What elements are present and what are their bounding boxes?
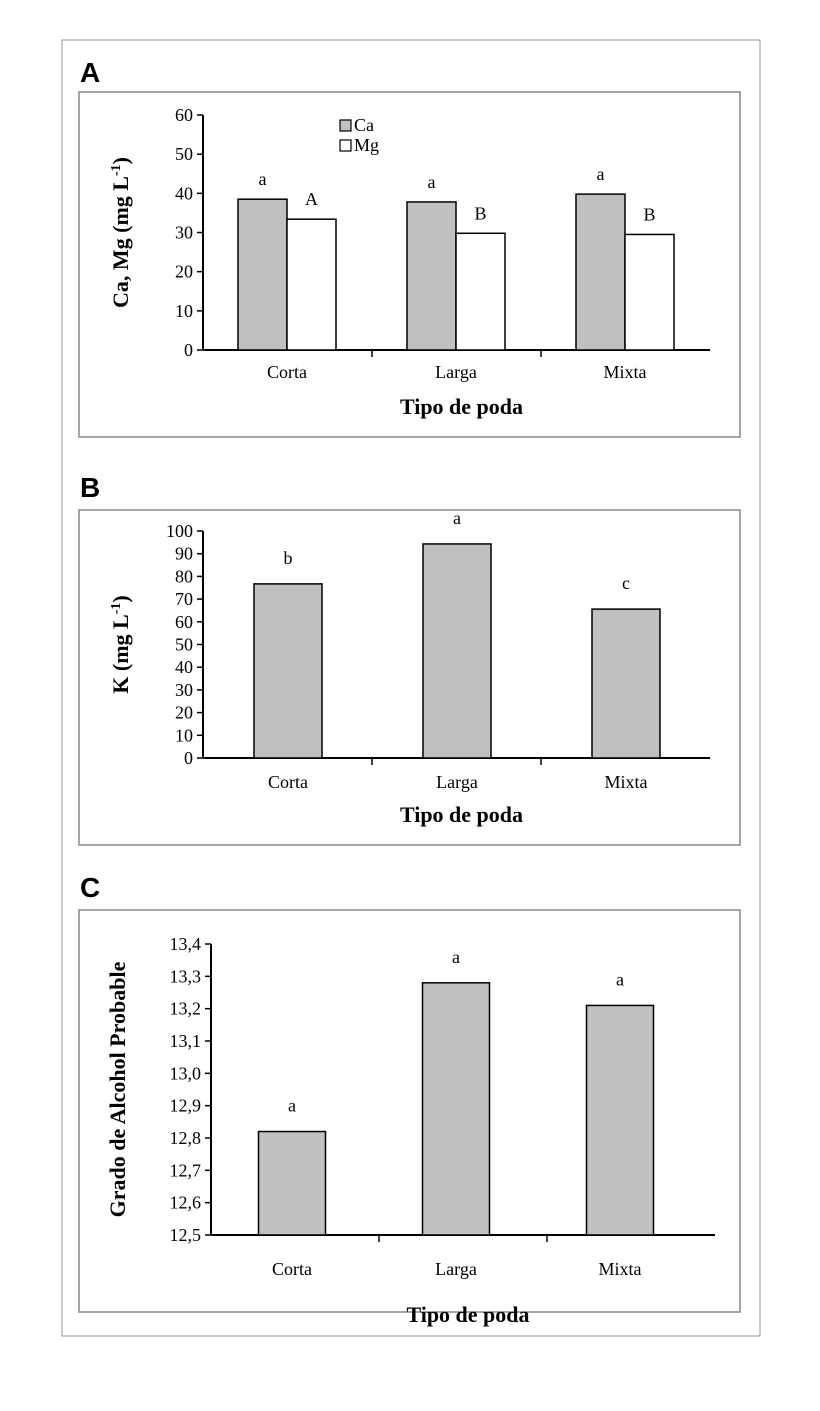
bar-value-larga — [422, 543, 492, 759]
significance-letter: a — [259, 169, 267, 189]
bar-value-mixta — [591, 608, 661, 759]
significance-letter: a — [428, 172, 436, 192]
bar-mg-mixta — [624, 233, 675, 351]
x-tick-label: Corta — [267, 362, 307, 382]
bar-ca-larga — [406, 201, 457, 351]
y-tick-label: 12,5 — [170, 1225, 202, 1245]
y-tick-label: 70 — [175, 589, 193, 609]
panel-frame — [78, 509, 741, 846]
significance-letter: b — [284, 548, 293, 568]
bar-value-mixta — [585, 1004, 655, 1236]
legend-label-ca: Ca — [354, 115, 374, 135]
bar-value-larga — [421, 982, 491, 1236]
significance-letter: a — [616, 969, 624, 989]
y-tick-label: 13,2 — [170, 999, 202, 1019]
y-tick-label: 13,0 — [170, 1063, 202, 1083]
significance-letter: A — [305, 189, 318, 209]
x-tick-label: Corta — [272, 1259, 312, 1279]
y-tick-label: 10 — [175, 725, 193, 745]
y-tick-label: 13,4 — [170, 934, 202, 954]
y-tick-label: 50 — [175, 635, 193, 655]
significance-letter: a — [452, 947, 460, 967]
y-tick-label: 40 — [175, 183, 193, 203]
y-tick-label: 12,9 — [170, 1096, 202, 1116]
y-tick-label: 90 — [175, 544, 193, 564]
y-tick-label: 12,6 — [170, 1193, 202, 1213]
legend-swatch-ca — [339, 119, 352, 132]
legend-swatch-mg — [339, 139, 352, 152]
bar-ca-mixta — [575, 193, 626, 351]
x-tick-label: Mixta — [599, 1259, 642, 1279]
significance-letter: a — [453, 508, 461, 528]
x-tick-label: Mixta — [605, 772, 648, 792]
y-tick-label: 30 — [175, 223, 193, 243]
y-tick-label: 60 — [175, 612, 193, 632]
x-tick-label: Larga — [435, 362, 477, 382]
panel-label: B — [80, 472, 100, 503]
significance-letter: B — [474, 203, 486, 223]
x-axis-title: Tipo de poda — [406, 1302, 529, 1327]
y-tick-label: 0 — [184, 748, 193, 768]
y-tick-label: 60 — [175, 105, 193, 125]
significance-letter: c — [622, 573, 630, 593]
bar-value-corta — [253, 583, 323, 759]
y-tick-label: 40 — [175, 657, 193, 677]
y-tick-label: 12,8 — [170, 1128, 202, 1148]
panel-label: C — [80, 872, 100, 903]
y-tick-label: 20 — [175, 262, 193, 282]
significance-letter: B — [643, 204, 655, 224]
y-axis-title: K (mg L-1) — [108, 595, 133, 693]
y-tick-label: 30 — [175, 680, 193, 700]
bar-mg-larga — [455, 232, 506, 351]
bar-ca-corta — [237, 198, 288, 351]
y-tick-label: 50 — [175, 144, 193, 164]
legend-label-mg: Mg — [354, 135, 379, 155]
significance-letter: a — [597, 164, 605, 184]
x-tick-label: Larga — [435, 1259, 477, 1279]
x-tick-label: Corta — [268, 772, 308, 792]
x-tick-label: Larga — [436, 772, 478, 792]
x-axis-title: Tipo de poda — [400, 802, 523, 827]
x-axis-title: Tipo de poda — [400, 394, 523, 419]
y-tick-label: 20 — [175, 703, 193, 723]
y-tick-label: 0 — [184, 340, 193, 360]
y-axis-title: Ca, Mg (mg L-1) — [108, 157, 133, 308]
y-tick-label: 13,1 — [170, 1031, 202, 1051]
y-axis-title: Grado de Alcohol Probable — [105, 961, 130, 1217]
y-tick-label: 13,3 — [170, 966, 202, 986]
y-tick-label: 10 — [175, 301, 193, 321]
y-tick-label: 12,7 — [170, 1160, 202, 1180]
bar-mg-corta — [286, 218, 337, 351]
panel-label: A — [80, 57, 100, 88]
bar-value-corta — [257, 1130, 327, 1236]
x-tick-label: Mixta — [604, 362, 647, 382]
y-tick-label: 100 — [166, 521, 193, 541]
y-tick-label: 80 — [175, 566, 193, 586]
significance-letter: a — [288, 1096, 296, 1116]
